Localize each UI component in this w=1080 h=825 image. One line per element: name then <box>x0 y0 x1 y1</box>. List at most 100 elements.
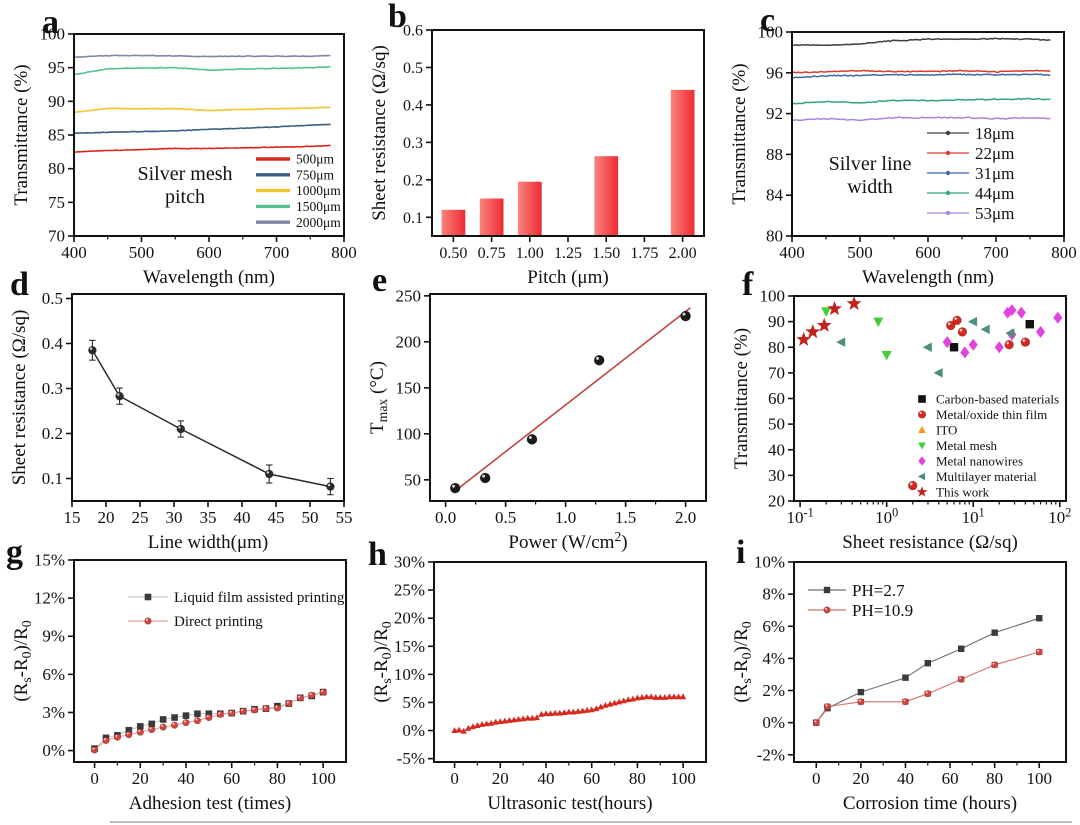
svg-text:60: 60 <box>223 769 240 788</box>
svg-text:60: 60 <box>583 769 600 788</box>
svg-text:22μm: 22μm <box>975 144 1014 163</box>
svg-text:ITO: ITO <box>936 422 957 437</box>
svg-text:250: 250 <box>396 286 422 305</box>
panel-c: c 400 500 600 700 800 80 84 88 92 96 100 Wavelength… <box>720 0 1080 300</box>
svg-text:95: 95 <box>48 58 65 77</box>
svg-text:92: 92 <box>766 104 783 123</box>
svg-text:1.50: 1.50 <box>592 245 620 262</box>
svg-text:PH=10.9: PH=10.9 <box>852 601 913 620</box>
svg-text:1000μm: 1000μm <box>296 183 341 198</box>
svg-text:80: 80 <box>48 159 65 178</box>
svg-text:0.4: 0.4 <box>403 97 423 114</box>
svg-text:Transmittance (%): Transmittance (%) <box>11 64 32 205</box>
svg-text:800: 800 <box>1051 243 1077 262</box>
svg-text:Liquid film assisted printing: Liquid film assisted printing <box>174 590 345 606</box>
svg-text:75: 75 <box>48 193 65 212</box>
svg-text:Metal nanowires: Metal nanowires <box>936 453 1023 468</box>
svg-text:90: 90 <box>48 92 65 111</box>
panel-a: a 400 500 600 700 800 70 75 80 85 90 95 100 Waveleng… <box>0 0 360 300</box>
svg-text:100: 100 <box>310 769 336 788</box>
svg-text:0.4: 0.4 <box>42 334 64 353</box>
chart-transmittance-pitch: 400 500 600 700 800 70 75 80 85 90 95 100 Wavelength… <box>11 25 357 289</box>
svg-text:6%: 6% <box>42 665 65 684</box>
chart-sheet-resistance-pitch: 0.50 0.75 1.00 1.25 1.50 1.75 2.00 0.1 0.2 0.3 0.4… <box>369 23 705 288</box>
svg-text:25%: 25% <box>394 581 425 600</box>
svg-text:1.25: 1.25 <box>554 245 582 262</box>
svg-text:400: 400 <box>779 243 805 262</box>
svg-text:30: 30 <box>166 508 183 527</box>
svg-text:500: 500 <box>847 243 873 262</box>
svg-text:Sheet resistance (Ω/sq): Sheet resistance (Ω/sq) <box>9 310 30 486</box>
svg-text:55: 55 <box>336 508 353 527</box>
svg-text:0.2: 0.2 <box>403 172 423 189</box>
svg-text:45: 45 <box>268 508 285 527</box>
svg-text:10-1: 10-1 <box>787 506 814 527</box>
svg-text:70: 70 <box>48 227 65 246</box>
svg-text:35: 35 <box>200 508 217 527</box>
svg-text:80: 80 <box>768 338 785 357</box>
svg-text:84: 84 <box>766 186 784 205</box>
svg-text:31μm: 31μm <box>975 164 1014 183</box>
svg-text:0.2: 0.2 <box>42 424 63 443</box>
svg-text:200: 200 <box>396 332 422 351</box>
svg-text:PH=2.7: PH=2.7 <box>852 581 905 600</box>
svg-text:0.5: 0.5 <box>42 289 63 308</box>
svg-text:100: 100 <box>670 769 696 788</box>
svg-text:100: 100 <box>760 287 786 306</box>
svg-text:20: 20 <box>768 492 785 511</box>
svg-text:0: 0 <box>450 769 459 788</box>
svg-text:80: 80 <box>629 769 646 788</box>
svg-text:102: 102 <box>1048 506 1071 527</box>
svg-text:85: 85 <box>48 126 65 145</box>
svg-text:60: 60 <box>942 769 959 788</box>
svg-text:53μm: 53μm <box>975 204 1014 223</box>
svg-text:2.0: 2.0 <box>675 508 696 527</box>
svg-text:400: 400 <box>61 243 87 262</box>
svg-text:0.5: 0.5 <box>403 60 423 77</box>
svg-text:8%: 8% <box>762 585 785 604</box>
svg-text:40: 40 <box>234 508 251 527</box>
svg-text:101: 101 <box>962 506 985 527</box>
panel-e: e 0.0 0.5 1.0 1.5 2.0 50 100 150 200 250 Power (W/… <box>360 264 720 568</box>
svg-text:Wavelength (nm): Wavelength (nm) <box>143 267 275 288</box>
panel-f: f 10-1 100 101 102 20 30 40 50 60 70 80 90 100 Sheet … <box>720 268 1080 568</box>
svg-text:30: 30 <box>768 466 785 485</box>
svg-text:25: 25 <box>132 508 149 527</box>
svg-text:0.3: 0.3 <box>42 379 63 398</box>
svg-text:12%: 12% <box>34 589 65 608</box>
svg-text:Line width(μm): Line width(μm) <box>148 532 268 553</box>
svg-text:1.75: 1.75 <box>630 245 658 262</box>
svg-text:700: 700 <box>264 243 290 262</box>
svg-text:4%: 4% <box>762 649 785 668</box>
svg-text:50: 50 <box>768 415 785 434</box>
svg-text:40: 40 <box>178 769 195 788</box>
chart-tmax-power: 0.0 0.5 1.0 1.5 2.0 50 100 150 200 250 Power (W/cm… <box>367 286 707 553</box>
svg-text:Sheet resistance (Ω/sq): Sheet resistance (Ω/sq) <box>369 45 390 221</box>
svg-text:0%: 0% <box>402 721 425 740</box>
svg-text:0.75: 0.75 <box>478 245 506 262</box>
svg-text:700: 700 <box>983 243 1009 262</box>
svg-text:20: 20 <box>492 769 509 788</box>
svg-text:500: 500 <box>129 243 155 262</box>
svg-text:6%: 6% <box>762 617 785 636</box>
svg-text:1.5: 1.5 <box>615 508 636 527</box>
chart-transmittance-linewidth: 400 500 600 700 800 80 84 88 92 96 100 Wavelength (… <box>729 23 1077 289</box>
svg-text:20%: 20% <box>394 609 425 628</box>
svg-text:15: 15 <box>64 508 81 527</box>
svg-text:2000μm: 2000μm <box>296 215 341 230</box>
svg-text:100: 100 <box>758 23 784 42</box>
svg-text:5%: 5% <box>402 693 425 712</box>
svg-text:Pitch (μm): Pitch (μm) <box>527 267 608 288</box>
svg-text:150: 150 <box>396 378 422 397</box>
panel-letter-i: i <box>736 534 746 571</box>
svg-text:(Rs-R0)/R0: (Rs-R0)/R0 <box>731 621 754 702</box>
svg-text:(Rs-R0)/R0: (Rs-R0)/R0 <box>11 620 34 701</box>
svg-text:1.0: 1.0 <box>555 508 576 527</box>
svg-text:40: 40 <box>768 440 785 459</box>
svg-text:Metal mesh: Metal mesh <box>936 438 998 453</box>
svg-text:44μm: 44μm <box>975 184 1014 203</box>
svg-text:This work: This work <box>936 484 990 499</box>
svg-text:0.5: 0.5 <box>495 508 516 527</box>
svg-text:100: 100 <box>396 424 422 443</box>
svg-text:600: 600 <box>915 243 941 262</box>
